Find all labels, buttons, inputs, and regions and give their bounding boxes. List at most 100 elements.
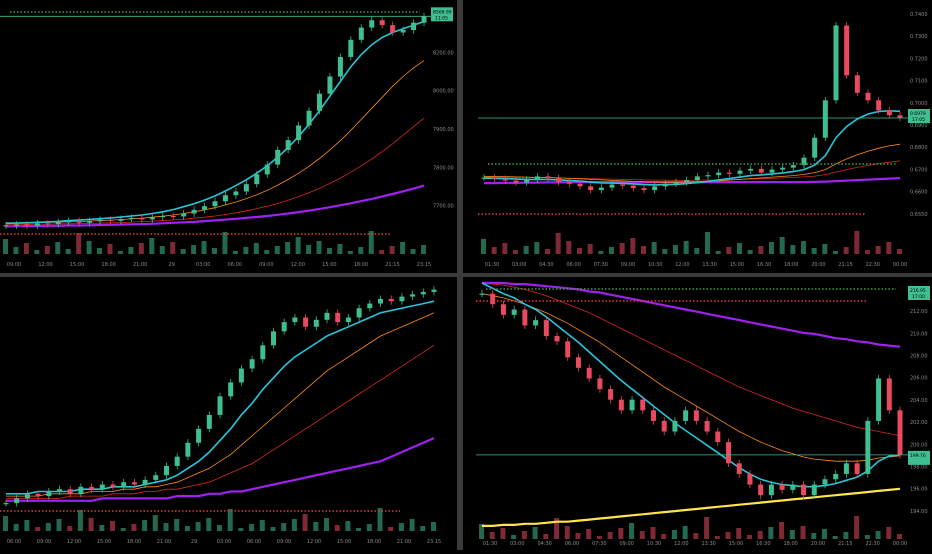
time-axis-label: 09:00 xyxy=(277,539,291,545)
volume-bar xyxy=(174,519,180,531)
volume-bar xyxy=(714,536,720,539)
volume-bar xyxy=(746,535,752,539)
horizontal-divider[interactable] xyxy=(0,273,932,277)
candle-body xyxy=(57,489,62,492)
candle-body xyxy=(420,291,426,295)
chart-panel-bottom-right[interactable]: 214.00212.00210.00208.00206.00204.00202.… xyxy=(466,277,932,550)
volume-bar xyxy=(725,532,731,539)
chart-bottom-right[interactable]: 214.00212.00210.00208.00206.00204.00202.… xyxy=(466,277,932,550)
price-axis-label: 200.00 xyxy=(910,442,928,448)
time-axis-label: 21:00 xyxy=(157,539,171,545)
time-axis-label: 12:00 xyxy=(674,541,688,547)
ma-mid-line xyxy=(484,143,901,183)
candle-body xyxy=(683,410,689,421)
time-axis-label: 12:00 xyxy=(675,262,689,268)
volume-bar xyxy=(596,536,602,539)
volume-bar xyxy=(117,251,123,254)
volume-bar xyxy=(694,248,700,254)
candle-body xyxy=(142,479,148,485)
candle-body xyxy=(502,178,508,181)
price-tag-value: 8566.99 xyxy=(433,9,452,15)
volume-bar xyxy=(607,532,613,539)
volume-bar xyxy=(388,527,394,531)
time-axis-label: 20:00 xyxy=(811,541,825,547)
candle-body xyxy=(534,176,540,180)
candle-body xyxy=(811,484,817,496)
candle-body xyxy=(747,473,753,485)
chart-panel-top-left[interactable]: 8400.008200.008000.007900.007800.007700.… xyxy=(0,0,455,273)
candle-body xyxy=(233,191,239,196)
candle-body xyxy=(737,170,743,174)
volume-bar xyxy=(35,527,41,531)
volume-bar xyxy=(99,525,105,531)
price-tag-box xyxy=(908,109,930,124)
candle-body xyxy=(303,317,309,327)
price-axis-label: 204.00 xyxy=(910,398,928,404)
volume-bar xyxy=(243,247,249,254)
volume-bar xyxy=(521,531,527,539)
candle-body xyxy=(876,100,882,111)
volume-bar xyxy=(67,526,73,531)
volume-bar xyxy=(726,247,732,254)
price-axis-label: 0.7000 xyxy=(910,101,928,107)
candle-body xyxy=(99,484,105,490)
chart-top-right[interactable]: 0.7400 0.7300 0.7200 0.7100 0.7000 0.6900 0.68… xyxy=(466,0,932,273)
chart-bottom-left[interactable]: 06:00 09:00 12:00 15:00 18:00 21:00 29 03:00 06:… xyxy=(0,277,455,550)
time-axis-label: 09:00 xyxy=(619,541,633,547)
volume-bar xyxy=(821,529,827,539)
volume-bar xyxy=(191,245,197,254)
volume-bar xyxy=(56,519,62,531)
candle-body xyxy=(264,164,270,175)
candle-body xyxy=(45,223,51,225)
volume-bar xyxy=(693,533,699,539)
candle-body xyxy=(609,184,615,188)
volume-bar xyxy=(875,531,881,539)
volume-bar xyxy=(671,530,677,539)
time-axis-label: 00:00 xyxy=(893,541,907,547)
volume-bar xyxy=(683,241,689,254)
candle-body xyxy=(202,206,208,210)
volume-bar xyxy=(843,532,849,539)
time-axis-label: 09:00 xyxy=(621,262,635,268)
price-tag-time: 17:00 xyxy=(912,294,925,300)
volume-bar xyxy=(651,242,657,254)
candle-body xyxy=(854,463,860,474)
candle-body xyxy=(768,484,774,496)
candle-body xyxy=(886,110,892,116)
volume-bar xyxy=(232,251,238,254)
candle-body xyxy=(812,137,818,158)
candle-body xyxy=(46,491,52,497)
candle-body xyxy=(24,493,30,499)
time-axis-label: 06:00 xyxy=(566,262,580,268)
volume-bar xyxy=(543,534,549,539)
volume-bar xyxy=(513,250,518,254)
time-axis-label: 21:00 xyxy=(133,262,147,268)
time-axis-label: 10:30 xyxy=(648,262,662,268)
candle-body xyxy=(736,463,742,474)
chart-top-left[interactable]: 8400.008200.008000.007900.007800.007700.… xyxy=(0,0,455,273)
chart-panel-bottom-left[interactable]: 06:00 09:00 12:00 15:00 18:00 21:00 29 03:00 06:… xyxy=(0,277,455,550)
candle-body xyxy=(34,223,40,226)
price-tag-value-2: 199.76 xyxy=(910,453,926,459)
candle-body xyxy=(348,39,354,57)
candle-body xyxy=(292,317,298,323)
volume-bar xyxy=(259,520,265,531)
price-tag-box xyxy=(431,7,453,22)
candle-body xyxy=(843,463,849,474)
price-axis-label: 198.00 xyxy=(910,464,928,470)
candle-body xyxy=(317,93,322,111)
candle-body xyxy=(254,174,260,185)
candle-body xyxy=(139,217,145,220)
volume-bar xyxy=(737,243,742,254)
candle-body xyxy=(390,25,396,33)
candle-body xyxy=(411,22,417,31)
chart-panel-top-right[interactable]: 0.7400 0.7300 0.7200 0.7100 0.7000 0.6900 0.68… xyxy=(466,0,932,273)
time-axis-label: 03:00 xyxy=(196,262,210,268)
candle-body xyxy=(337,56,343,77)
candle-body xyxy=(533,320,539,326)
time-axis-label: 18:00 xyxy=(367,539,381,545)
volume-bar xyxy=(865,250,870,254)
candle-body xyxy=(378,298,383,304)
candle-body xyxy=(206,414,212,429)
price-axis-label: 210.00 xyxy=(910,331,928,337)
